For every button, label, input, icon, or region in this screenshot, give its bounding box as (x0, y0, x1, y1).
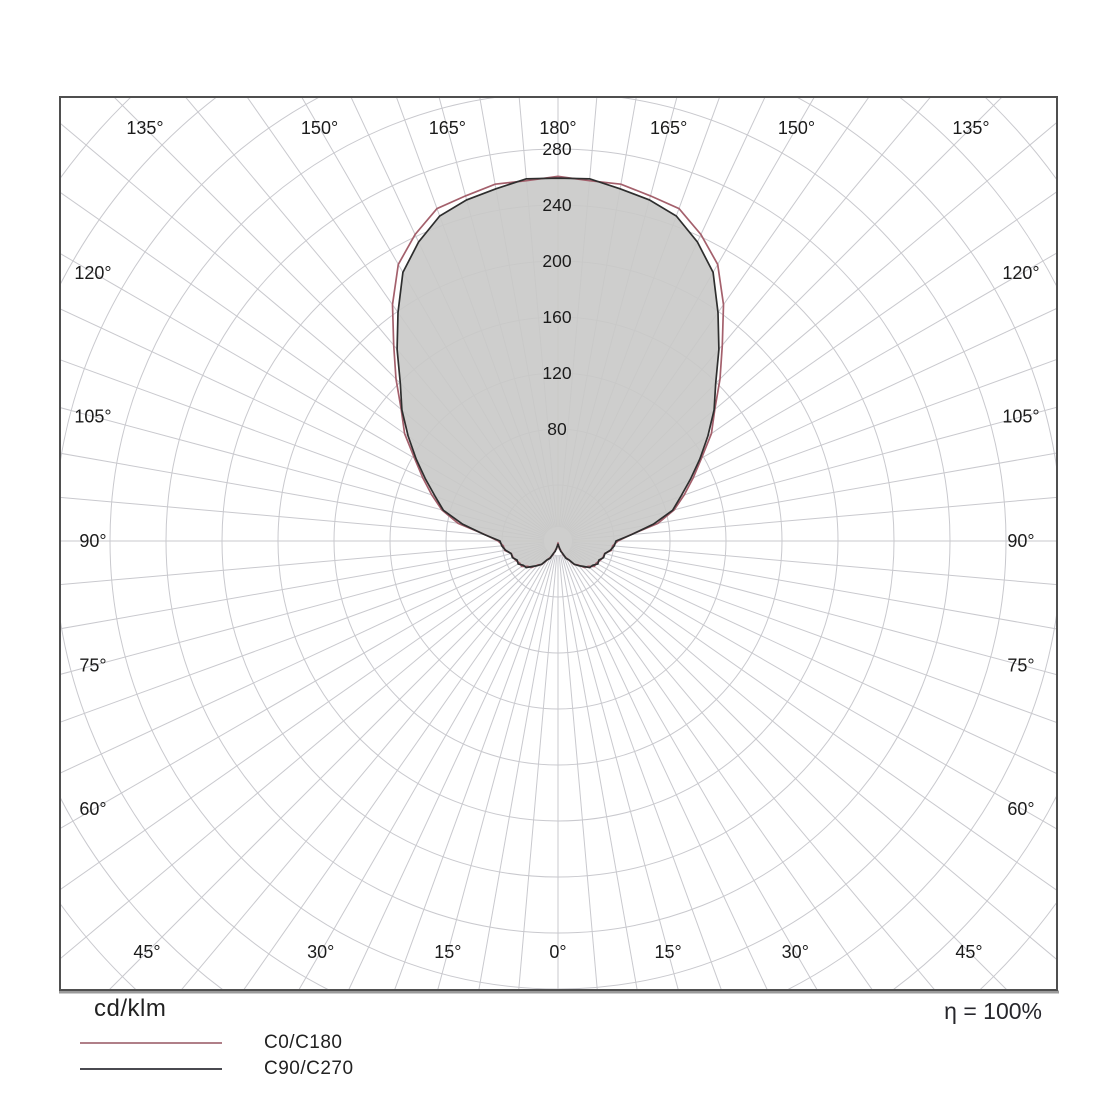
angle-label: 60° (79, 799, 106, 819)
angle-label: 105° (1002, 407, 1039, 427)
angle-label: 0° (549, 942, 566, 962)
units-label: cd/klm (94, 995, 167, 1022)
ring-label: 240 (542, 195, 571, 215)
curve-c90-c270 (396, 177, 720, 569)
angle-label: 180° (539, 118, 576, 138)
ring-label: 80 (547, 419, 567, 439)
ring-label: 200 (542, 251, 571, 271)
angle-label: 165° (650, 118, 687, 138)
c90-line-swatch (80, 1068, 222, 1070)
angle-label: 135° (126, 118, 163, 138)
plot-border (59, 96, 1058, 991)
angle-label: 15° (434, 942, 461, 962)
ring-labels: 80 120 160 200 240 280 (542, 139, 571, 439)
legend: C0/C180 C90/C270 (80, 1030, 354, 1082)
angle-label: 75° (79, 655, 106, 675)
legend-label-c0: C0/C180 (264, 1032, 343, 1053)
efficiency-label: η = 100% (944, 998, 1042, 1024)
angle-label: 75° (1007, 655, 1034, 675)
legend-item-c90: C90/C270 (80, 1056, 354, 1082)
intensity-curves (391, 175, 725, 569)
angle-label: 45° (133, 942, 160, 962)
angle-label: 45° (955, 942, 982, 962)
angle-label: 150° (778, 118, 815, 138)
c0-line-swatch (80, 1042, 222, 1044)
angle-label: 135° (952, 118, 989, 138)
ring-label: 280 (542, 139, 571, 159)
ring-label: 160 (542, 307, 571, 327)
angle-label: 120° (74, 263, 111, 283)
angle-label: 60° (1007, 799, 1034, 819)
legend-label-c90: C90/C270 (264, 1058, 354, 1079)
angle-label: 30° (782, 942, 809, 962)
angle-label: 90° (79, 531, 106, 551)
ring-label: 120 (542, 363, 571, 383)
angle-label: 150° (301, 118, 338, 138)
legend-item-c0: C0/C180 (80, 1030, 354, 1056)
angle-label: 15° (655, 942, 682, 962)
angle-label: 120° (1002, 263, 1039, 283)
angle-label: 105° (74, 407, 111, 427)
angle-label: 30° (307, 942, 334, 962)
angle-labels: 135° 150° 165° 180° 165° 150° 135° 45° 30° 15° 0° 1… (74, 118, 1039, 962)
angle-label: 90° (1007, 531, 1034, 551)
angle-label: 165° (429, 118, 466, 138)
intensity-fill (397, 178, 719, 568)
